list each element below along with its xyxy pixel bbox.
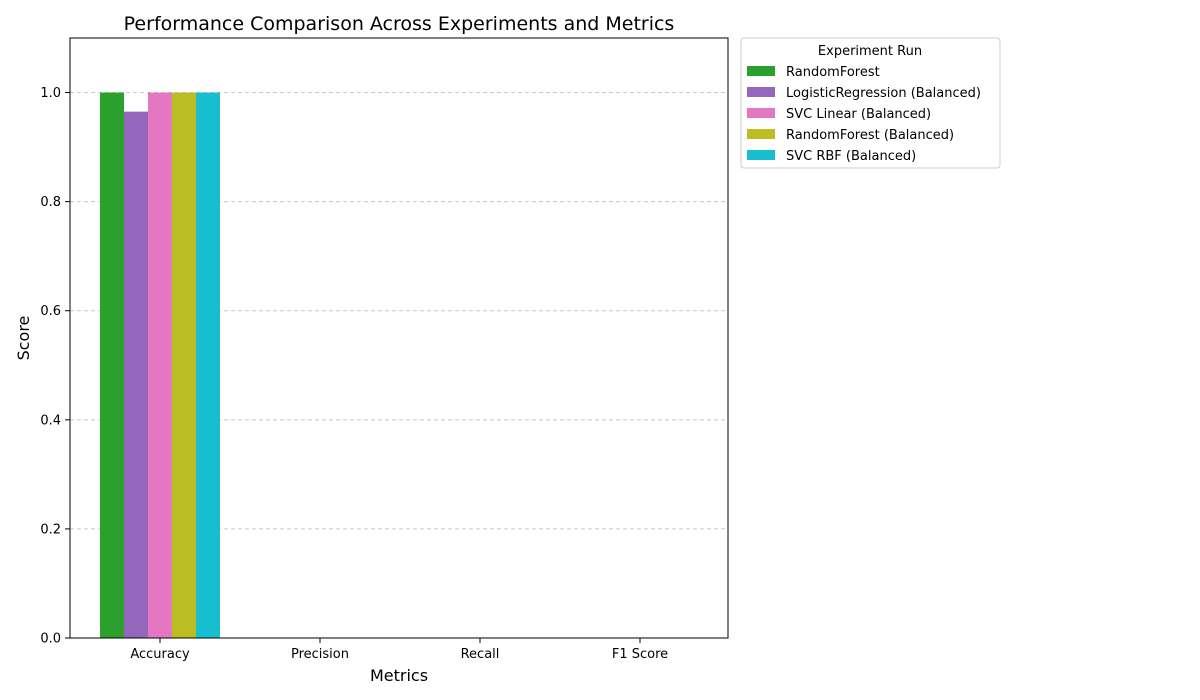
grid-lines xyxy=(70,92,728,530)
y-tick-label: 0.8 xyxy=(40,195,61,210)
bar xyxy=(196,92,220,638)
legend-swatch xyxy=(747,87,775,97)
bars xyxy=(100,92,220,639)
legend-swatch xyxy=(747,150,775,160)
legend-entry-label: SVC RBF (Balanced) xyxy=(786,149,916,164)
y-tick-label: 0.0 xyxy=(40,632,61,647)
x-axis-label: Metrics xyxy=(370,666,428,685)
legend-swatch xyxy=(747,129,775,139)
legend-swatch xyxy=(747,66,775,76)
y-tick-label: 0.4 xyxy=(40,413,61,428)
bar xyxy=(172,92,196,638)
y-axis-ticks: 0.0 0.2 0.4 0.6 0.8 1.0 xyxy=(40,86,70,647)
legend: Experiment Run RandomForest LogisticRegre… xyxy=(740,37,1001,169)
y-tick-label: 0.2 xyxy=(40,522,61,537)
bar xyxy=(148,92,172,638)
legend-entry-label: RandomForest (Balanced) xyxy=(786,128,954,143)
bar xyxy=(124,111,148,639)
legend-items: RandomForest LogisticRegression (Balanced… xyxy=(747,65,981,164)
legend-entry-label: LogisticRegression (Balanced) xyxy=(786,86,981,101)
y-tick-label: 0.6 xyxy=(40,304,61,319)
legend-title: Experiment Run xyxy=(818,44,922,59)
x-tick-label: F1 Score xyxy=(612,647,668,662)
legend-frame xyxy=(740,37,1001,169)
legend-entry-label: SVC Linear (Balanced) xyxy=(786,107,931,122)
y-axis-label: Score xyxy=(14,316,33,361)
chart-title: Performance Comparison Across Experiment… xyxy=(124,13,675,35)
x-tick-label: Precision xyxy=(291,647,349,662)
x-tick-label: Accuracy xyxy=(130,647,190,662)
legend-swatch xyxy=(747,108,775,118)
legend-entry-label: RandomForest xyxy=(786,65,880,80)
plot-area-frame xyxy=(69,37,729,639)
y-tick-label: 1.0 xyxy=(40,86,61,101)
x-axis-ticks: Accuracy Precision Recall F1 Score xyxy=(130,638,668,662)
bar xyxy=(100,92,124,638)
x-tick-label: Recall xyxy=(461,647,500,662)
